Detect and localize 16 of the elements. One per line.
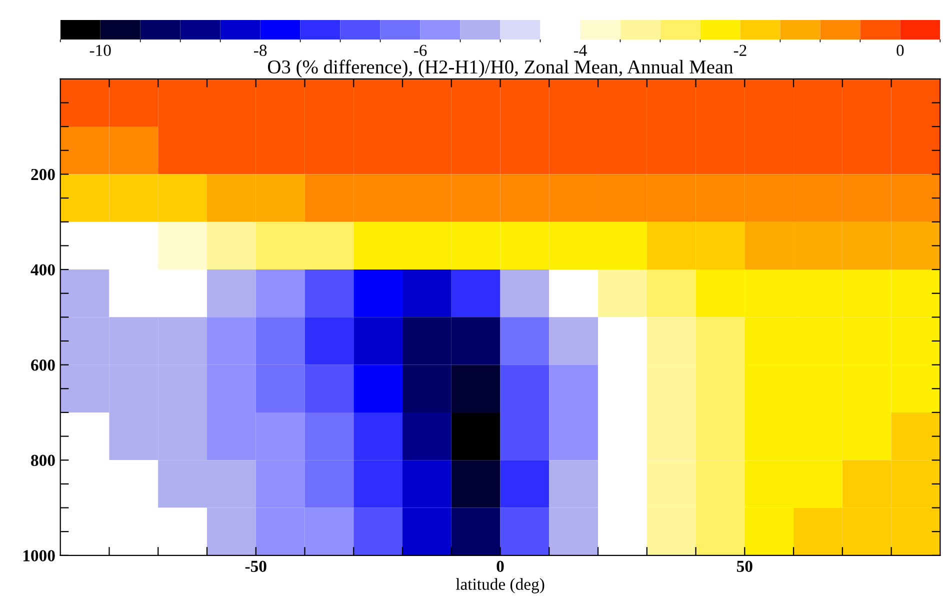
y-tick-label: 800 [31, 454, 55, 466]
x-axis-title: latitude (deg) [456, 578, 544, 594]
y-tick-label: 200 [31, 168, 55, 180]
y-tick-label: 400 [30, 264, 55, 276]
x-tick-label: 0 [496, 560, 504, 572]
color-bar-label: -4 [574, 44, 587, 56]
chart-title: O3 (% difference), (H2-H1)/H0, Zonal Mean, Annual Mean [268, 60, 734, 78]
color-bar-label: 0 [896, 44, 904, 56]
color-bar-label: -2 [734, 44, 746, 56]
x-tick-label: -50 [245, 560, 266, 572]
y-tick-label: 1000 [23, 550, 55, 562]
color-bar-label: -8 [254, 44, 267, 56]
x-tick-label: 50 [736, 560, 752, 572]
color-bar-label: -6 [414, 44, 427, 56]
y-tick-label: 600 [31, 360, 55, 371]
color-bar-label: -10 [90, 44, 111, 56]
